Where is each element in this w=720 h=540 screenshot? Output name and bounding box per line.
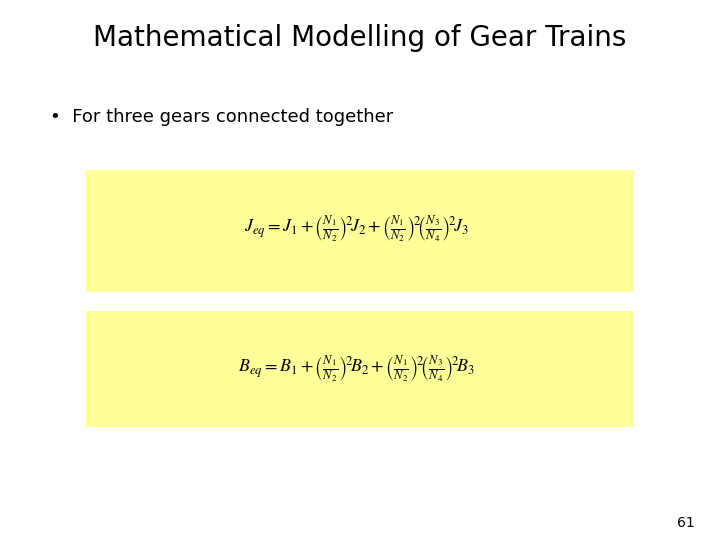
FancyBboxPatch shape [86, 310, 634, 427]
Text: $J_{eq} = J_1 + \left(\frac{N_1}{N_2}\right)^{\!2}\! J_2 + \left(\frac{N_1}{N_2}: $J_{eq} = J_1 + \left(\frac{N_1}{N_2}\ri… [244, 214, 469, 245]
FancyBboxPatch shape [86, 170, 634, 292]
Text: $B_{eq} = B_1 + \left(\frac{N_1}{N_2}\right)^{\!2}\! B_2 + \left(\frac{N_1}{N_2}: $B_{eq} = B_1 + \left(\frac{N_1}{N_2}\ri… [238, 354, 474, 386]
Text: Mathematical Modelling of Gear Trains: Mathematical Modelling of Gear Trains [94, 24, 626, 52]
Text: •  For three gears connected together: • For three gears connected together [50, 108, 394, 126]
Text: 61: 61 [677, 516, 695, 530]
